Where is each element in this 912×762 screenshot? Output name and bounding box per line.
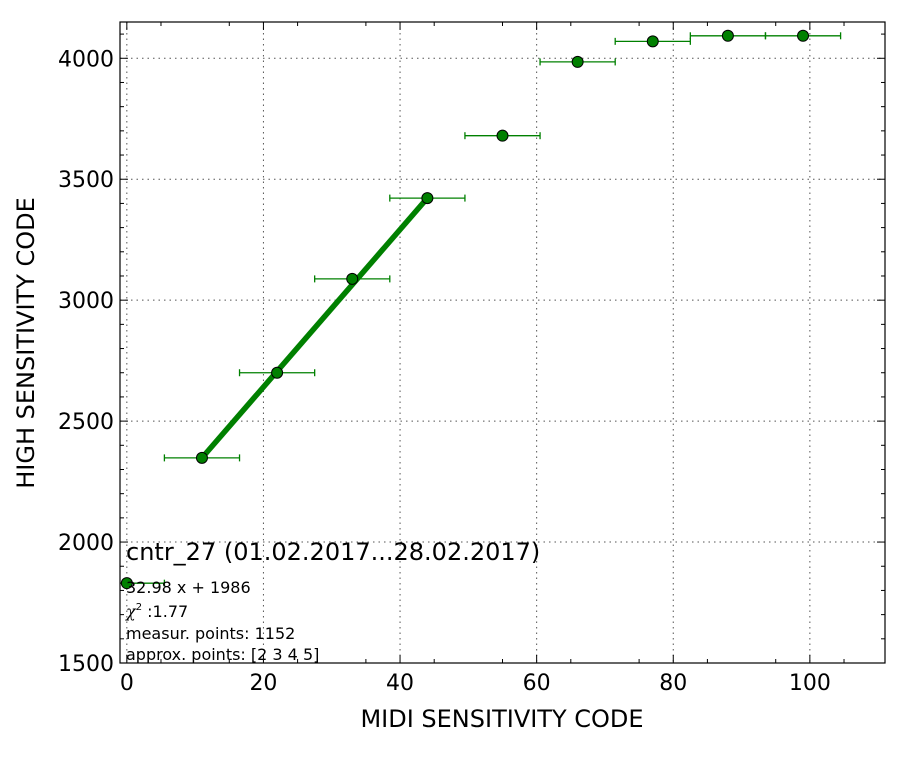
fit-line <box>199 196 430 460</box>
chi-symbol: χ <box>125 602 137 621</box>
data-point <box>496 129 509 142</box>
major-ticks <box>120 22 885 664</box>
data-point <box>721 29 734 42</box>
y-tick-label: 3500 <box>58 168 114 193</box>
x-tick-label: 100 <box>789 671 831 696</box>
x-tick-label: 0 <box>120 671 134 696</box>
data-point <box>195 451 208 464</box>
y-axis-title: HIGH SENSITIVITY CODE <box>12 197 40 489</box>
x-tick-label: 20 <box>249 671 277 696</box>
plot-frame <box>119 21 886 664</box>
fit-line-group <box>199 196 430 460</box>
data-points <box>120 29 810 590</box>
data-point <box>571 55 584 68</box>
data-point <box>271 366 284 379</box>
data-point <box>646 35 659 48</box>
annotation-title: cntr_27 (01.02.2017...28.02.2017) <box>126 538 540 566</box>
grid <box>120 22 885 664</box>
minor-ticks <box>120 22 885 663</box>
x-tick-label: 40 <box>386 671 414 696</box>
y-tick-label: 4000 <box>58 47 114 72</box>
annotation-measur-points: measur. points: 1152 <box>126 624 295 643</box>
y-tick-label: 2500 <box>58 410 114 435</box>
annotation-equation: 32.98 x + 1986 <box>126 578 251 597</box>
x-axis-title: MIDI SENSITIVITY CODE <box>360 705 643 733</box>
y-tick-label: 1500 <box>58 652 114 677</box>
data-point <box>120 577 133 590</box>
data-point <box>797 29 810 42</box>
y-tick-labels: 1500 2000 2500 3000 3500 4000 <box>58 47 114 677</box>
x-tick-label: 60 <box>523 671 551 696</box>
y-tick-label: 2000 <box>58 531 114 556</box>
chi-exponent: 2 <box>136 602 142 613</box>
x-tick-labels: 0 20 40 60 80 100 <box>120 671 831 696</box>
chi-value: :1.77 <box>142 602 188 621</box>
annotation-approx-points: approx. points: [2 3 4 5] <box>126 645 319 664</box>
data-point <box>346 272 359 285</box>
x-tick-label: 80 <box>659 671 687 696</box>
y-tick-label: 3000 <box>58 289 114 314</box>
annotation-chi-square: χ2 :1.77 <box>125 602 188 621</box>
data-point <box>421 192 434 205</box>
